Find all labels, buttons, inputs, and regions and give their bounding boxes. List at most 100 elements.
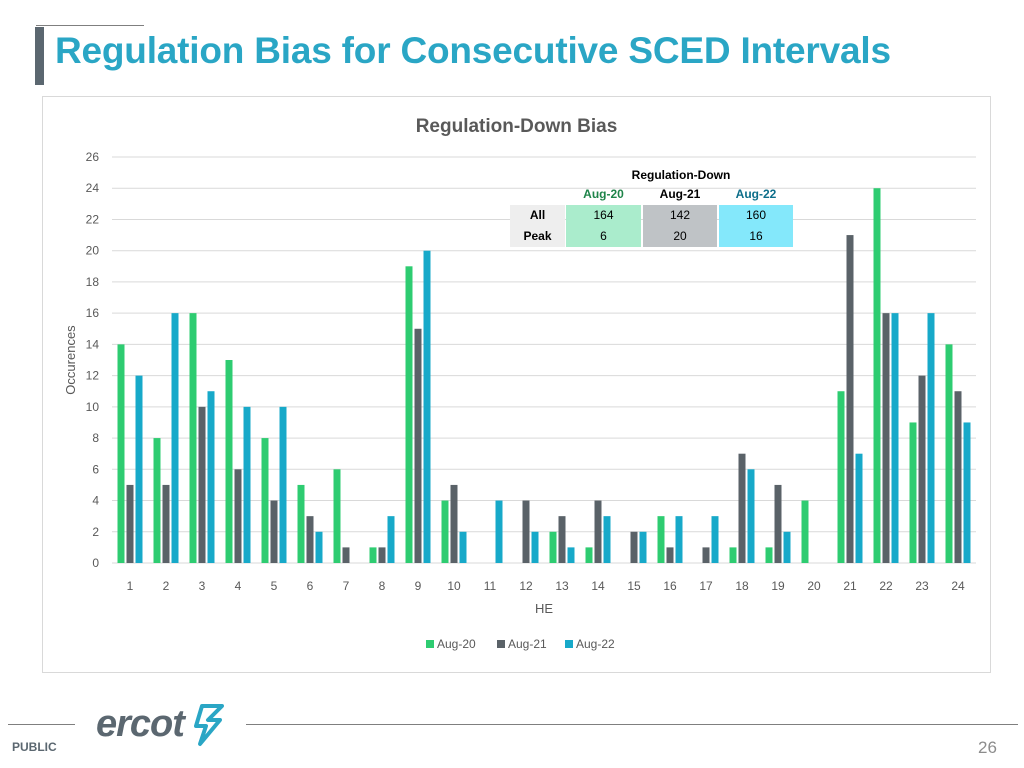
inset-cell: 142 — [643, 205, 717, 226]
bar-aug-21 — [666, 547, 674, 563]
bar-aug-20 — [261, 438, 269, 563]
inset-table-header: Regulation-Down — [631, 168, 731, 182]
x-tick-label: 5 — [271, 579, 278, 593]
y-tick-label: 20 — [86, 244, 100, 258]
bar-aug-21 — [846, 235, 854, 564]
bar-aug-20 — [585, 547, 593, 563]
inset-row-label: All — [510, 205, 565, 226]
top-rule — [36, 25, 144, 26]
bar-aug-22 — [279, 406, 287, 563]
bar-aug-20 — [189, 313, 197, 563]
bar-aug-21 — [522, 500, 530, 563]
bar-aug-22 — [747, 469, 755, 563]
x-tick-label: 17 — [699, 579, 713, 593]
page-number: 26 — [978, 738, 997, 757]
bar-aug-22 — [603, 516, 611, 563]
x-axis-label: HE — [535, 601, 553, 616]
bar-aug-22 — [171, 313, 179, 563]
bar-aug-21 — [450, 484, 458, 563]
x-tick-label: 15 — [627, 579, 641, 593]
bar-aug-22 — [891, 313, 899, 563]
bar-aug-21 — [774, 484, 782, 563]
footer-rule-left — [8, 724, 75, 725]
bar-aug-21 — [558, 516, 566, 563]
bar-aug-21 — [702, 547, 710, 563]
bar-aug-21 — [630, 531, 638, 563]
bar-aug-22 — [675, 516, 683, 563]
bar-aug-21 — [918, 375, 926, 563]
lightning-bolt-icon — [194, 704, 224, 746]
bar-aug-22 — [711, 516, 719, 563]
y-tick-label: 14 — [86, 337, 100, 351]
bar-aug-22 — [639, 531, 647, 563]
legend-label-aug-20: Aug-20 — [437, 637, 476, 651]
bar-aug-22 — [495, 500, 503, 563]
bar-aug-21 — [270, 500, 278, 563]
y-tick-label: 0 — [92, 556, 99, 570]
inset-table-column-headers: Aug-20 Aug-21 Aug-22 — [510, 184, 796, 205]
bar-aug-20 — [333, 469, 341, 563]
x-tick-label: 14 — [591, 579, 605, 593]
bar-aug-22 — [927, 313, 935, 563]
x-tick-label: 16 — [663, 579, 677, 593]
inset-cell: 164 — [566, 205, 641, 226]
inset-cell: 16 — [719, 226, 793, 247]
y-tick-label: 26 — [86, 150, 100, 164]
legend-swatch-aug-21 — [497, 640, 505, 648]
bar-aug-20 — [765, 547, 773, 563]
inset-col-aug20: Aug-20 — [583, 187, 624, 201]
y-tick-label: 6 — [92, 462, 99, 476]
bar-aug-21 — [414, 328, 422, 563]
bar-aug-21 — [954, 391, 962, 563]
inset-table: Regulation-Down Aug-20 Aug-21 Aug-22 All… — [510, 166, 796, 247]
bar-aug-20 — [405, 266, 413, 563]
inset-cell: 20 — [643, 226, 717, 247]
x-tick-label: 9 — [415, 579, 422, 593]
bar-aug-20 — [729, 547, 737, 563]
x-tick-label: 22 — [879, 579, 893, 593]
bar-aug-22 — [783, 531, 791, 563]
bar-aug-22 — [387, 516, 395, 563]
bar-aug-21 — [234, 469, 242, 563]
y-tick-label: 22 — [86, 212, 100, 226]
bar-aug-20 — [441, 500, 449, 563]
y-tick-label: 2 — [92, 525, 99, 539]
bar-aug-22 — [243, 406, 251, 563]
x-tick-label: 24 — [951, 579, 965, 593]
bar-aug-22 — [963, 422, 971, 563]
y-tick-label: 16 — [86, 306, 100, 320]
bar-aug-22 — [135, 375, 143, 563]
y-tick-label: 4 — [92, 494, 99, 508]
bar-aug-21 — [342, 547, 350, 563]
y-tick-label: 18 — [86, 275, 100, 289]
legend-swatch-aug-20 — [426, 640, 434, 648]
bar-aug-22 — [531, 531, 539, 563]
bar-aug-20 — [153, 438, 161, 563]
bar-aug-20 — [837, 391, 845, 563]
x-tick-label: 10 — [447, 579, 461, 593]
inset-table-row: Peak 6 20 16 — [510, 226, 796, 247]
x-tick-label: 20 — [807, 579, 821, 593]
bar-aug-22 — [423, 250, 431, 563]
bar-aug-22 — [567, 547, 575, 563]
legend-label-aug-21: Aug-21 — [508, 637, 547, 651]
bar-aug-20 — [945, 344, 953, 563]
inset-cell: 6 — [566, 226, 641, 247]
x-tick-label: 12 — [519, 579, 533, 593]
chart-title: Regulation-Down Bias — [416, 116, 618, 137]
bar-aug-20 — [369, 547, 377, 563]
legend-swatch-aug-22 — [565, 640, 573, 648]
logo-text: ercot — [96, 703, 186, 745]
x-tick-label: 2 — [163, 579, 170, 593]
x-tick-label: 3 — [199, 579, 206, 593]
x-tick-label: 7 — [343, 579, 350, 593]
bar-aug-22 — [207, 391, 215, 563]
bar-aug-21 — [306, 516, 314, 563]
bar-aug-20 — [117, 344, 125, 563]
bar-aug-20 — [873, 188, 881, 563]
inset-col-aug22: Aug-22 — [735, 187, 777, 201]
x-tick-label: 21 — [843, 579, 857, 593]
slide-title: Regulation Bias for Consecutive SCED Int… — [55, 30, 891, 71]
x-tick-label: 19 — [771, 579, 785, 593]
x-tick-label: 8 — [379, 579, 386, 593]
